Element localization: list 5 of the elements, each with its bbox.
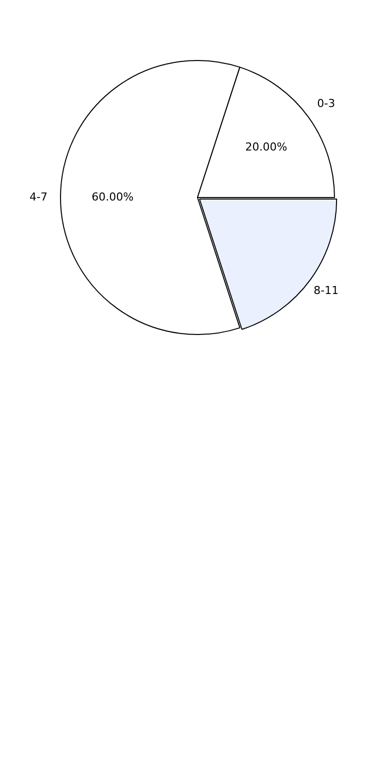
slice-label: 0-3 (317, 96, 336, 110)
slice-label: 4-7 (30, 190, 48, 204)
slice-label: 8-11 (314, 284, 339, 297)
data-label: 60.00% (92, 190, 134, 204)
data-label: 20.00% (245, 140, 288, 154)
